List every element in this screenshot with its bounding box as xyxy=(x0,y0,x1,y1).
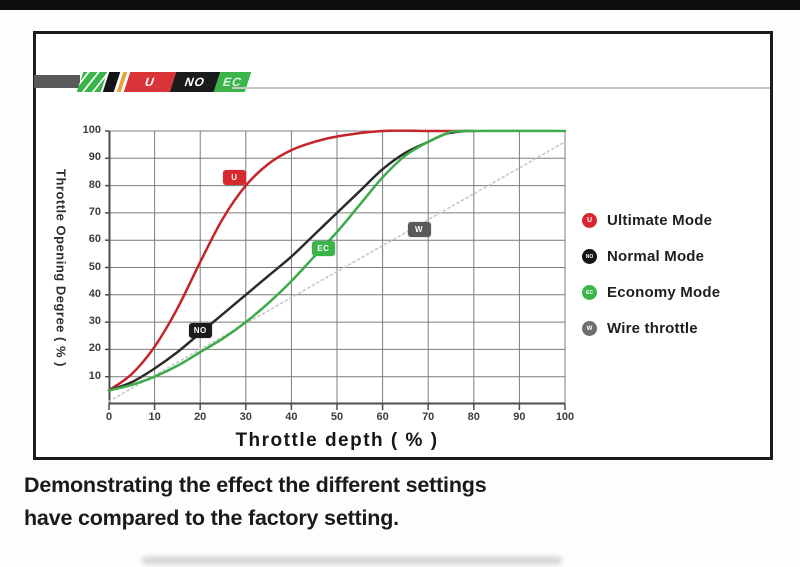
logo-segment-u: U xyxy=(123,71,177,92)
x-axis-title: Throttle depth ( % ) xyxy=(235,430,439,451)
curve-badge-u: U xyxy=(222,169,246,185)
plot-area: W U NO EC xyxy=(105,129,567,410)
x-tick-label: 80 xyxy=(467,411,480,423)
y-tick-label: 40 xyxy=(88,287,101,300)
curve-wire-throttle xyxy=(108,141,566,403)
curve-ultimate-mode xyxy=(107,129,476,392)
x-tick-label: 50 xyxy=(330,411,344,423)
caption: Demonstrating the effect the different s… xyxy=(24,469,487,535)
top-black-bar xyxy=(0,0,800,10)
legend-marker-u-icon: U xyxy=(582,213,597,228)
bottom-smudge xyxy=(142,556,562,565)
caption-line-1: Demonstrating the effect the different s… xyxy=(24,473,487,497)
x-tick-label: 30 xyxy=(239,411,252,423)
curve-badge-no: NO xyxy=(188,322,212,338)
legend-item-ultimate-mode: U Ultimate Mode xyxy=(582,212,720,229)
legend: U Ultimate Mode NO Normal Mode EC Economy Mod… xyxy=(582,212,720,337)
legend-item-normal-mode: NO Normal Mode xyxy=(582,248,720,265)
y-tick-label: 30 xyxy=(88,315,101,328)
x-tick-label: 60 xyxy=(376,411,389,423)
legend-marker-no-icon: NO xyxy=(582,249,597,264)
legend-label: Ultimate Mode xyxy=(607,212,713,229)
legend-item-wire-throttle: W Wire throttle xyxy=(582,320,720,337)
logo-rule-line xyxy=(232,87,770,89)
chart-panel xyxy=(33,31,773,460)
x-tick-label: 70 xyxy=(422,411,435,423)
logo-segment-no: NO xyxy=(169,71,221,92)
legend-item-economy-mode: EC Economy Mode xyxy=(582,284,720,301)
logo-lead-bar xyxy=(34,75,80,88)
y-tick-label: 60 xyxy=(88,233,101,246)
brand-logo: U NO EC xyxy=(34,71,252,92)
x-tick-label: 90 xyxy=(513,411,526,423)
y-tick-label: 70 xyxy=(88,205,101,218)
x-tick-label: 10 xyxy=(148,411,161,423)
legend-label: Wire throttle xyxy=(607,320,698,337)
y-tick-label: 80 xyxy=(88,178,101,191)
x-tick-label: 40 xyxy=(285,411,298,423)
y-axis-title: Throttle Opening Degree ( % ) xyxy=(53,168,69,367)
y-tick-label: 20 xyxy=(88,342,101,355)
legend-marker-w-icon: W xyxy=(582,321,597,336)
y-tick-label: 10 xyxy=(88,369,101,382)
x-tick-label: 0 xyxy=(105,411,113,423)
y-tick-label: 90 xyxy=(88,151,101,164)
legend-marker-ec-icon: EC xyxy=(582,285,597,300)
x-tick-label: 20 xyxy=(194,411,207,423)
legend-label: Normal Mode xyxy=(607,248,705,265)
curve-normal-mode xyxy=(107,129,466,392)
throttle-curves-chart xyxy=(105,129,567,410)
x-tick-label: 100 xyxy=(555,411,575,423)
curve-economy-mode xyxy=(107,129,567,392)
curve-badge-w: W xyxy=(407,221,431,237)
y-tick-label: 50 xyxy=(88,260,101,273)
legend-label: Economy Mode xyxy=(607,284,721,301)
caption-line-2: have compared to the factory setting. xyxy=(24,506,399,530)
y-tick-label: 100 xyxy=(82,124,101,136)
curve-badge-ec: EC xyxy=(311,240,335,256)
